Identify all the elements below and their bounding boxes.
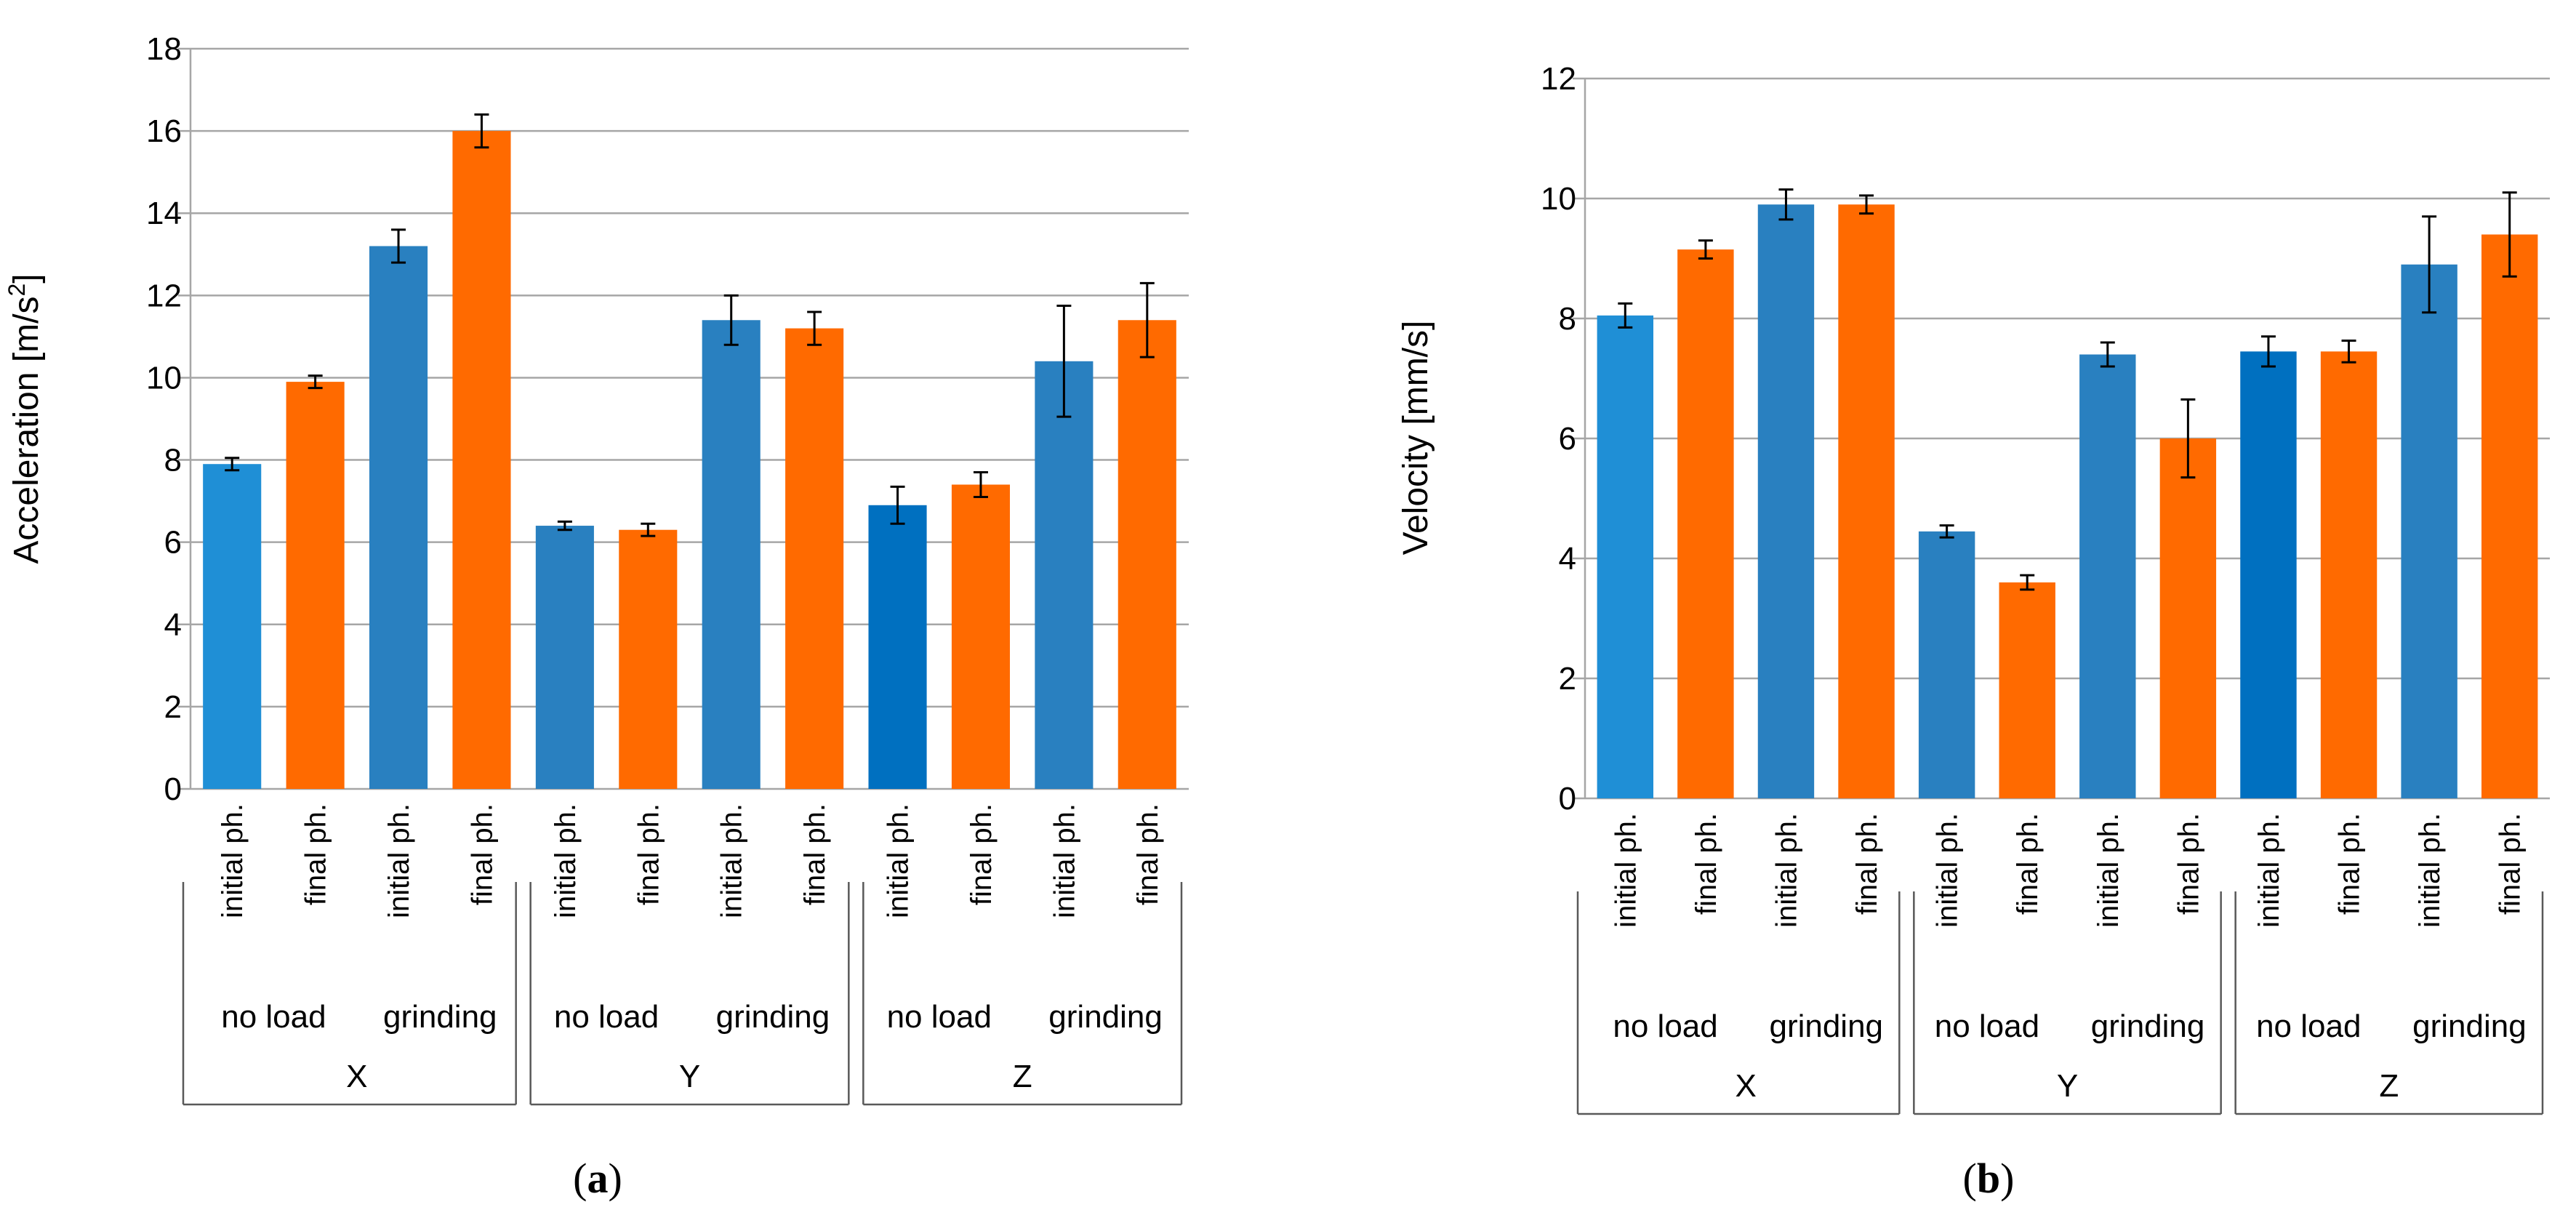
bar bbox=[369, 246, 428, 789]
load-label: no load bbox=[1613, 1009, 1717, 1044]
bar bbox=[1597, 315, 1653, 798]
load-label: grinding bbox=[1769, 1009, 1883, 1044]
y-tick-label: 0 bbox=[164, 771, 182, 807]
axis-group-label: Z bbox=[2379, 1068, 2399, 1104]
bar bbox=[2159, 438, 2217, 798]
bar bbox=[452, 131, 511, 790]
y-tick-label: 12 bbox=[146, 278, 182, 313]
category-label: final ph. bbox=[2495, 813, 2527, 915]
category-label: final ph. bbox=[966, 803, 998, 905]
category-label: final ph. bbox=[466, 803, 498, 905]
category-label: initial ph. bbox=[550, 803, 582, 918]
y-tick-label: 6 bbox=[1559, 421, 1576, 457]
bar bbox=[2320, 351, 2378, 798]
bar bbox=[702, 320, 761, 789]
y-tick-label: 8 bbox=[1559, 301, 1576, 337]
category-label: final ph. bbox=[1132, 803, 1164, 905]
y-axis-label: Velocity [mm/s] bbox=[1397, 321, 1435, 556]
bar bbox=[2401, 264, 2457, 798]
axis-group-label: X bbox=[346, 1059, 367, 1094]
y-tick-label: 8 bbox=[164, 443, 182, 478]
category-label: final ph. bbox=[2172, 813, 2204, 915]
category-label: final ph. bbox=[633, 803, 665, 905]
bar bbox=[2481, 234, 2538, 798]
y-tick-label: 0 bbox=[1559, 781, 1576, 817]
axis-group-label: X bbox=[1735, 1068, 1756, 1104]
bar bbox=[1918, 531, 1975, 798]
load-label: no load bbox=[1935, 1009, 2039, 1044]
bar bbox=[1838, 204, 1895, 798]
category-label: initial ph. bbox=[2414, 813, 2446, 928]
y-tick-label: 12 bbox=[1541, 61, 1576, 97]
category-label: final ph. bbox=[799, 803, 831, 905]
category-label: initial ph. bbox=[883, 803, 915, 918]
y-tick-label: 4 bbox=[1559, 541, 1576, 577]
bar bbox=[868, 505, 927, 789]
bar bbox=[2079, 354, 2136, 798]
y-tick-label: 16 bbox=[146, 113, 182, 149]
bar bbox=[1118, 320, 1176, 789]
category-label: initial ph. bbox=[1048, 803, 1080, 918]
category-label: initial ph. bbox=[1770, 813, 1802, 928]
category-label: final ph. bbox=[300, 803, 332, 905]
bar bbox=[951, 484, 1011, 789]
category-label: initial ph. bbox=[2253, 813, 2285, 928]
chart-a-acceleration: 0 2 4 6 8 10 12 14 16 18 Acceleration [m/s2] initia… bbox=[4, 31, 1189, 1202]
category-label: initial ph. bbox=[217, 803, 249, 918]
category-label: final ph. bbox=[2012, 813, 2044, 915]
y-axis-label: Acceleration [m/s2] bbox=[4, 273, 46, 564]
y-tick-label: 18 bbox=[146, 31, 182, 67]
category-label: initial ph. bbox=[2093, 813, 2124, 928]
load-label: grinding bbox=[383, 999, 497, 1035]
bar bbox=[203, 464, 262, 789]
bar bbox=[619, 529, 678, 789]
load-label: no load bbox=[554, 999, 659, 1035]
panel-caption: (a) bbox=[573, 1155, 622, 1202]
bar bbox=[1035, 361, 1094, 789]
axis-group-label: Y bbox=[679, 1059, 700, 1094]
y-tick-label: 10 bbox=[1541, 181, 1576, 217]
y-tick-label: 2 bbox=[164, 689, 182, 725]
category-label: final ph. bbox=[1851, 813, 1883, 915]
load-label: no load bbox=[2256, 1009, 2361, 1044]
load-label: grinding bbox=[716, 999, 830, 1035]
load-label: grinding bbox=[2412, 1009, 2527, 1044]
panel-caption: (b) bbox=[1963, 1155, 2015, 1202]
category-label: initial ph. bbox=[716, 803, 748, 918]
category-label: initial ph. bbox=[383, 803, 415, 918]
load-label: no load bbox=[887, 999, 992, 1035]
bar bbox=[535, 526, 594, 789]
category-label: final ph. bbox=[2334, 813, 2366, 915]
axis-group-label: Z bbox=[1013, 1059, 1032, 1094]
load-label: grinding bbox=[2091, 1009, 2205, 1044]
axis-group-label: Y bbox=[2057, 1068, 2078, 1104]
bar bbox=[1999, 582, 2055, 798]
category-label: initial ph. bbox=[1610, 813, 1642, 928]
y-tick-label: 2 bbox=[1559, 661, 1576, 697]
load-label: no load bbox=[221, 999, 326, 1035]
bar bbox=[1677, 249, 1734, 798]
y-tick-label: 4 bbox=[164, 607, 182, 643]
bar bbox=[1757, 204, 1815, 798]
chart-b-velocity: 0 2 4 6 8 10 12 Velocity [mm/s] initial ph. final… bbox=[1397, 61, 2550, 1202]
bar bbox=[785, 328, 844, 790]
y-tick-label: 14 bbox=[146, 196, 182, 231]
load-label: grinding bbox=[1048, 999, 1163, 1035]
y-tick-label: 6 bbox=[164, 525, 182, 561]
bar bbox=[286, 382, 345, 789]
category-label: final ph. bbox=[1690, 813, 1722, 915]
bar bbox=[2240, 351, 2297, 798]
y-tick-label: 10 bbox=[146, 360, 182, 396]
category-label: initial ph. bbox=[1932, 813, 1964, 928]
